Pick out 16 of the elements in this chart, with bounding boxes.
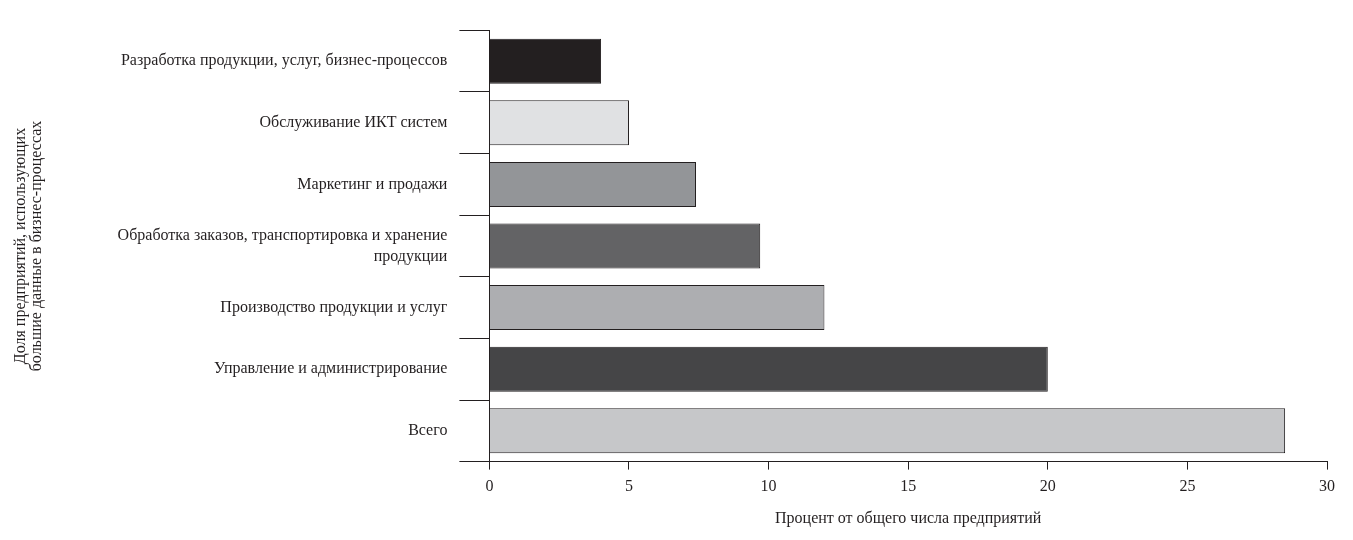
x-tick-label: 15 — [900, 477, 917, 495]
y-tick-label: Производство продукции и услуг — [220, 297, 448, 316]
x-tick-label: 25 — [1179, 477, 1196, 495]
y-axis-title: Доля предприятий, использующих большие данные в бизнес-процессах — [10, 120, 46, 372]
y-tick-label: Маркетинг и продажи — [297, 174, 448, 193]
x-tick-label: 10 — [760, 477, 777, 495]
x-axis-title: Процент от общего числа предприятий — [775, 508, 1042, 527]
x-tick-label: 20 — [1039, 477, 1056, 495]
y-tick-label: Разработка продукции, услуг, бизнес-процессов — [120, 51, 448, 70]
x-tick-label: 0 — [485, 477, 494, 495]
y-tick-label: Обслуживание ИКТ систем — [259, 113, 448, 131]
y-tick-label: Всего — [408, 421, 448, 438]
x-tick-label: 30 — [1319, 477, 1335, 495]
y-tick-label: Управление и администрирование — [214, 359, 448, 378]
x-tick-label: 5 — [624, 477, 633, 495]
y-tick-label: Обработка заказов, транспортировка и хранение продукции — [117, 225, 448, 265]
